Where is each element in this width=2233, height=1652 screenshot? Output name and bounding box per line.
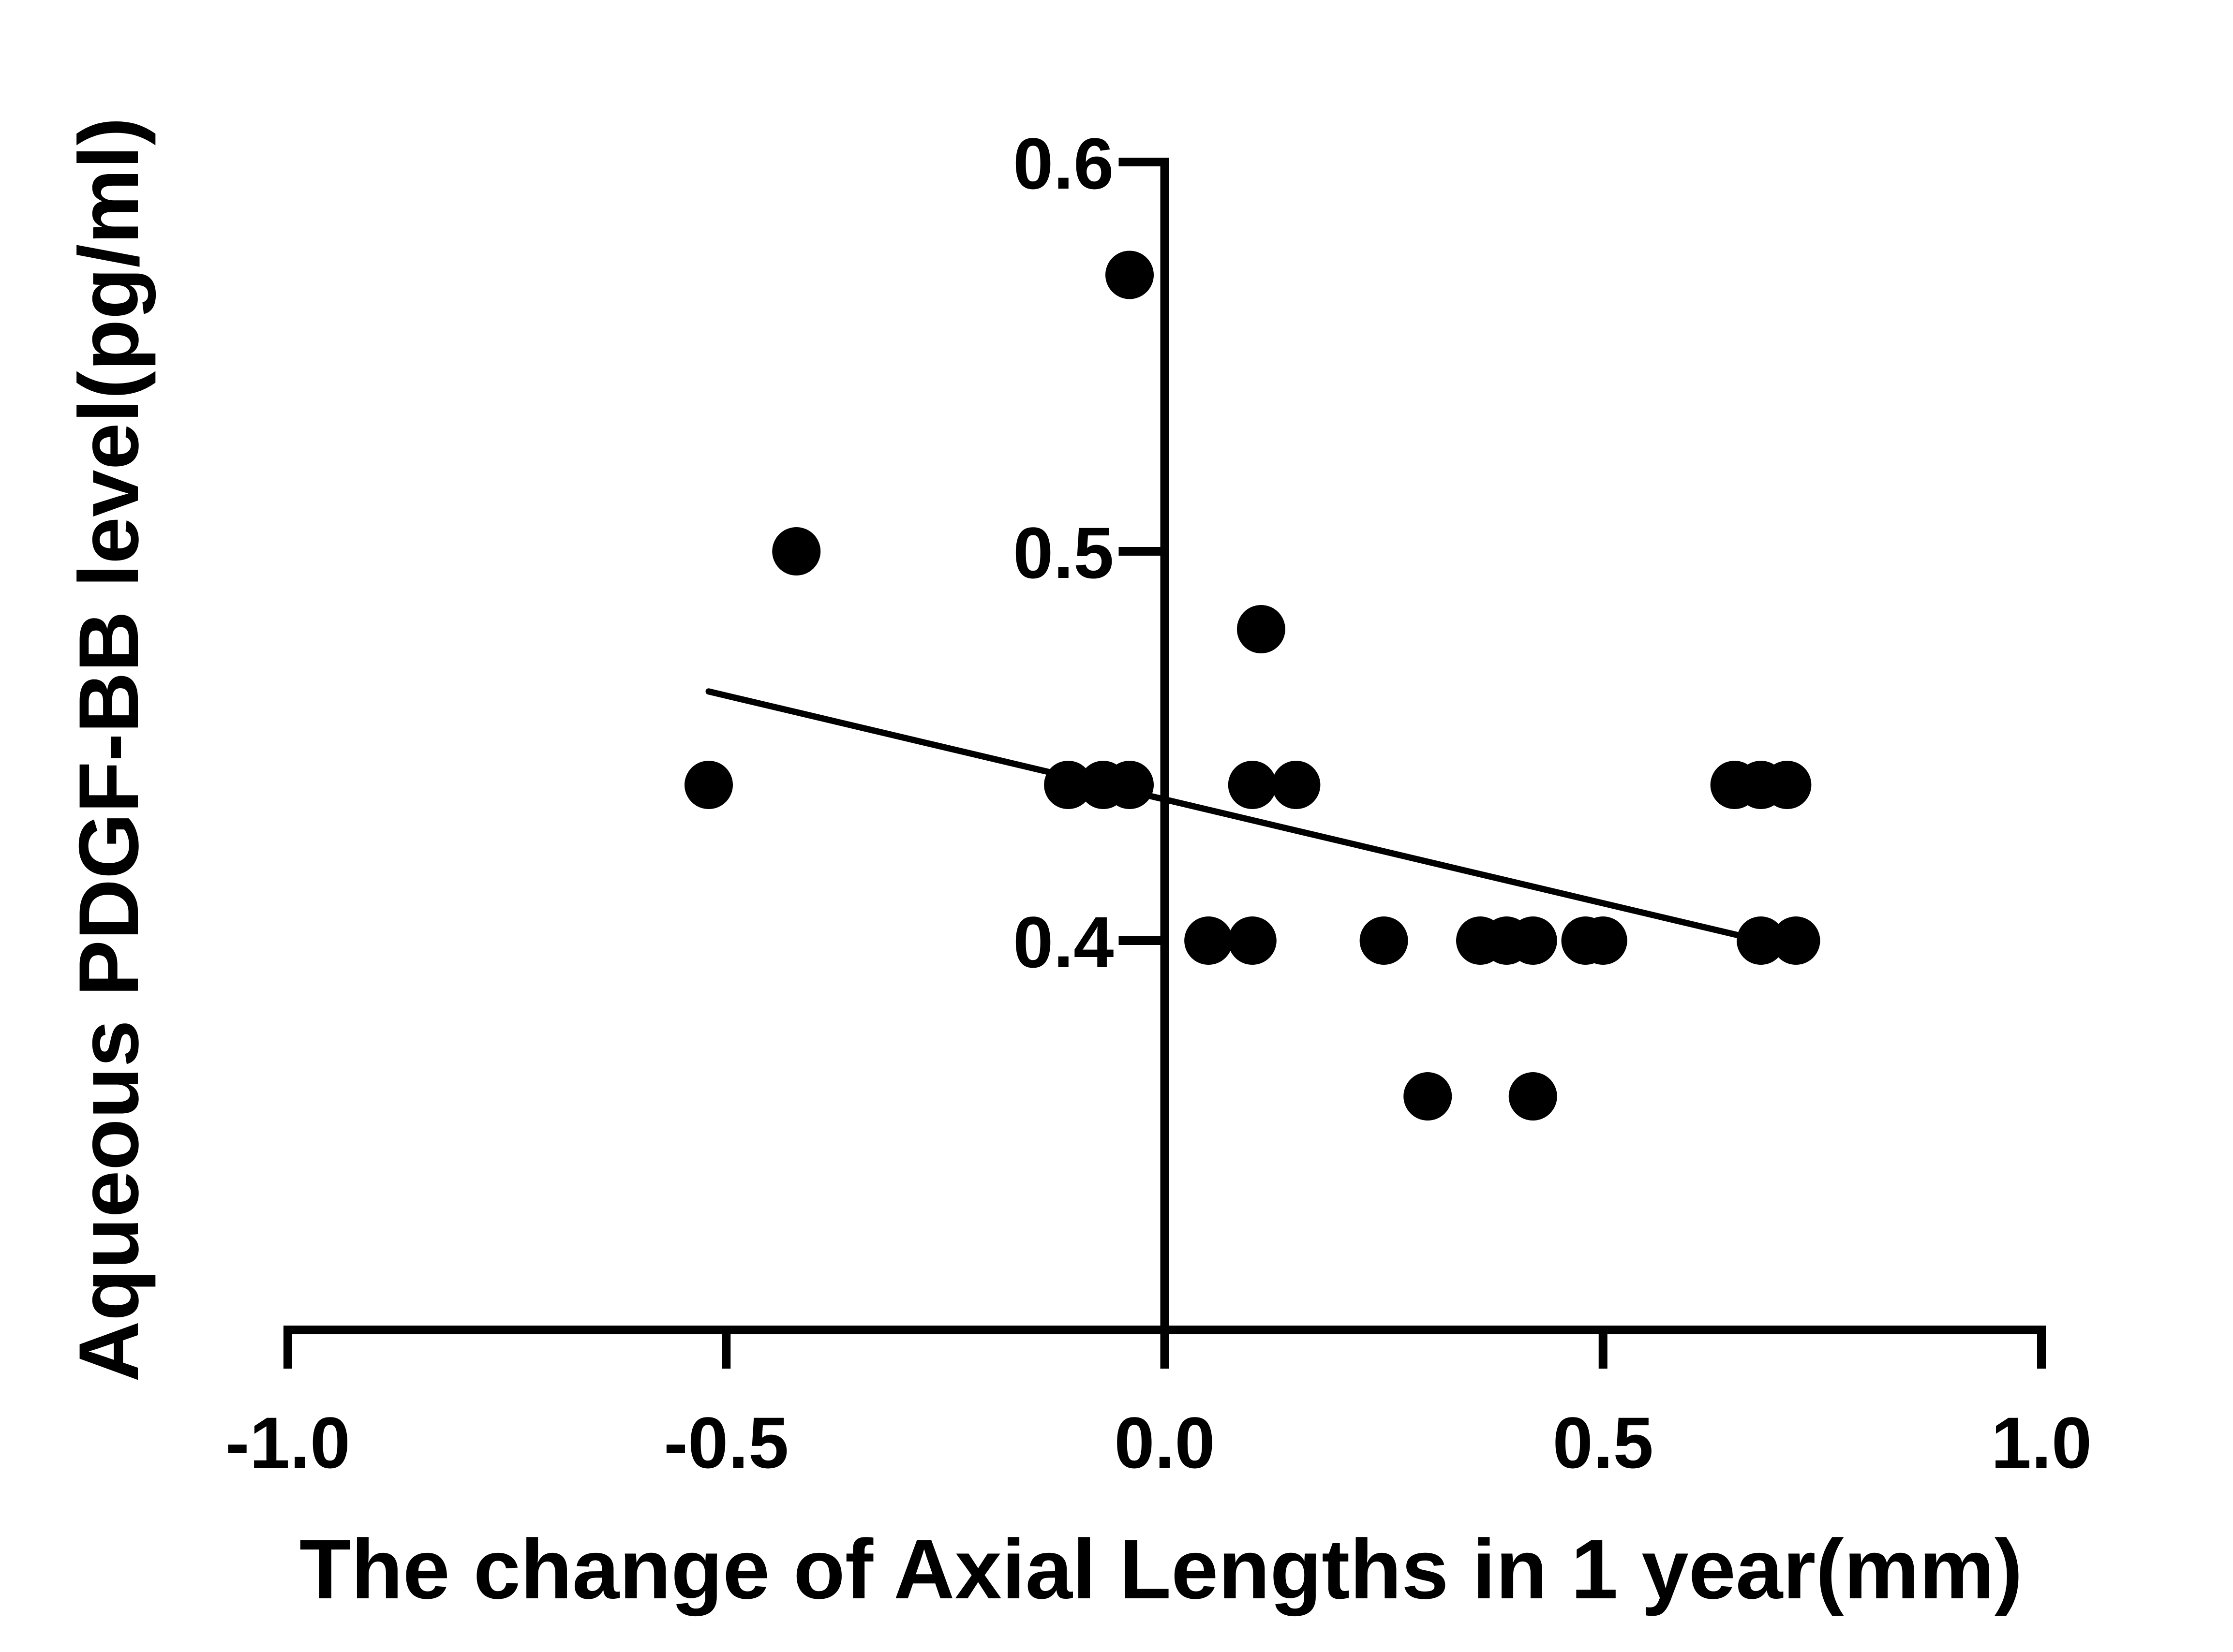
data-point	[1105, 251, 1154, 299]
data-point	[1772, 916, 1820, 965]
regression-line	[705, 688, 1764, 944]
data-point	[1228, 761, 1277, 809]
x-axis-title: The change of Axial Lengths in 1 year(mm…	[299, 1522, 2023, 1617]
data-point	[1508, 1072, 1557, 1121]
y-axis-title: Aqueous PDGF-BB level(pg/ml)	[62, 117, 156, 1382]
data-point	[685, 761, 733, 809]
y-tick-label: 0.5	[1013, 512, 1114, 593]
data-point	[1578, 916, 1627, 965]
tick-labels: -1.0 -0.5 0.0 0.5 1.0 0.4 0.5 0.6	[225, 123, 2092, 1483]
y-tick-label: 0.6	[1013, 123, 1114, 204]
data-point	[1236, 605, 1285, 653]
x-tick-label: -0.5	[664, 1402, 789, 1483]
x-tick-label: -1.0	[225, 1402, 350, 1483]
data-point	[1508, 916, 1557, 965]
data-point	[1359, 916, 1408, 965]
y-tick-label: 0.4	[1013, 901, 1114, 983]
data-point	[1228, 916, 1277, 965]
axis-ticks	[283, 158, 2046, 1369]
data-point	[1184, 916, 1233, 965]
data-point	[1403, 1072, 1452, 1121]
x-tick-label: 0.5	[1552, 1402, 1653, 1483]
data-point	[772, 527, 821, 575]
data-point	[1763, 761, 1812, 809]
data-point	[1272, 761, 1321, 809]
x-tick-label: 1.0	[1991, 1402, 2092, 1483]
x-tick-label: 0.0	[1114, 1402, 1215, 1483]
data-points	[685, 251, 1820, 1121]
